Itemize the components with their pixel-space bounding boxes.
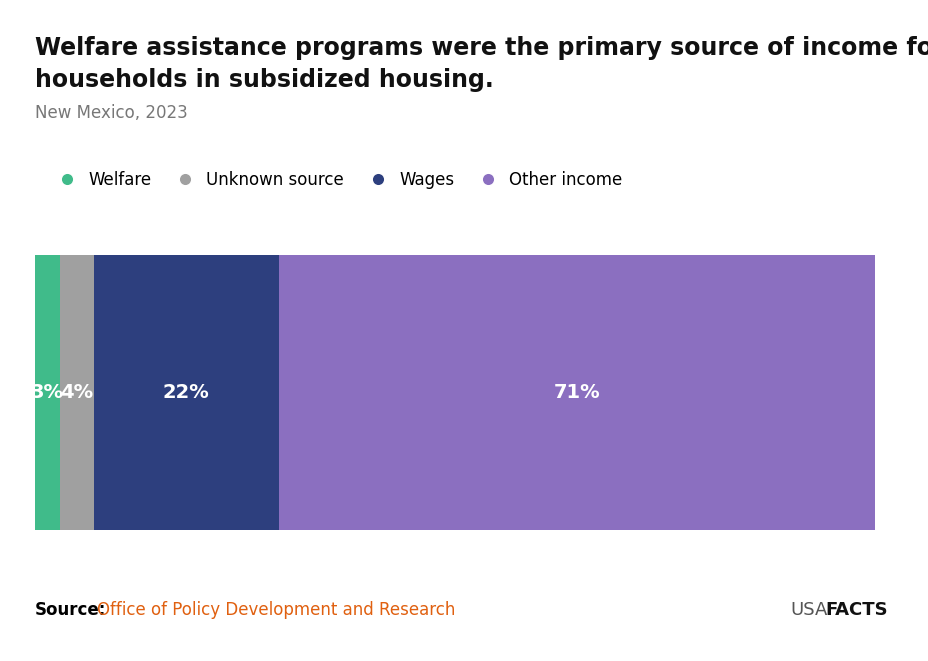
Text: 3%: 3% xyxy=(31,383,64,402)
Text: FACTS: FACTS xyxy=(824,601,887,619)
Text: 71%: 71% xyxy=(553,383,599,402)
Bar xyxy=(60,255,94,530)
Text: 22%: 22% xyxy=(162,383,210,402)
Text: households in subsidized housing.: households in subsidized housing. xyxy=(35,68,493,92)
Text: Source:: Source: xyxy=(35,601,107,619)
Text: 4%: 4% xyxy=(60,383,94,402)
Text: Office of Policy Development and Research: Office of Policy Development and Researc… xyxy=(97,601,455,619)
Bar xyxy=(278,255,874,530)
Text: Welfare assistance programs were the primary source of income for 3% of: Welfare assistance programs were the pri… xyxy=(35,36,928,60)
Bar xyxy=(35,255,60,530)
Bar xyxy=(94,255,278,530)
Text: New Mexico, 2023: New Mexico, 2023 xyxy=(35,104,187,122)
Legend: Welfare, Unknown source, Wages, Other income: Welfare, Unknown source, Wages, Other in… xyxy=(44,165,628,196)
Text: USA: USA xyxy=(789,601,827,619)
